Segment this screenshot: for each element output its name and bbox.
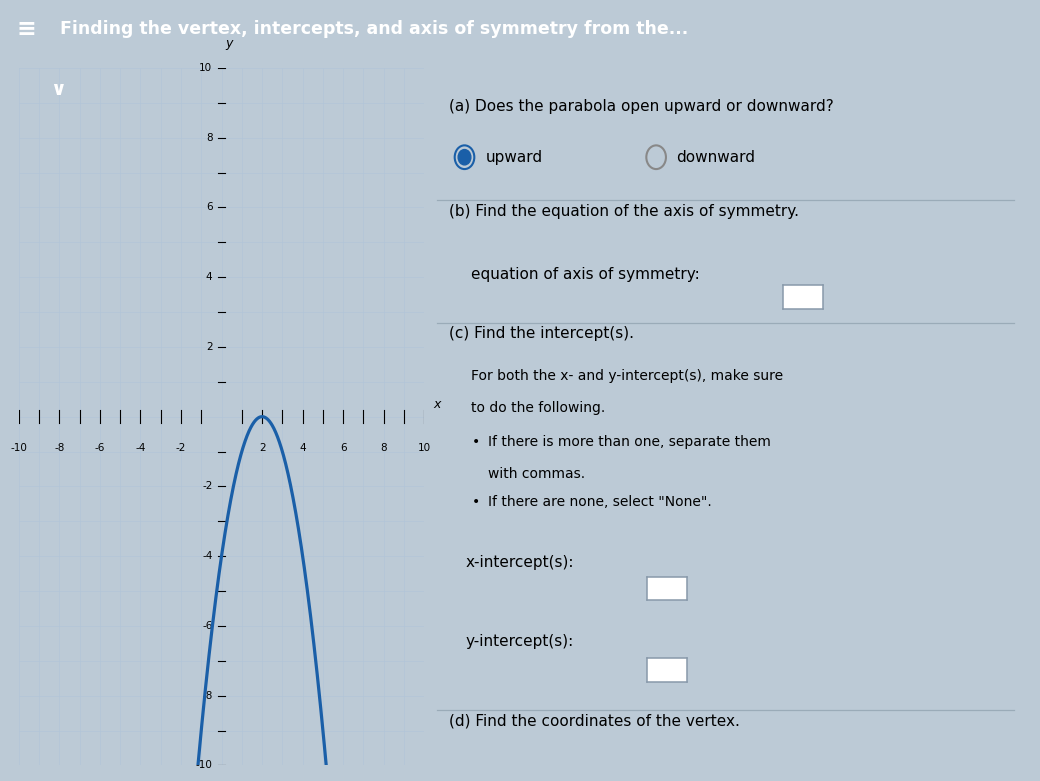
Text: 2: 2 bbox=[206, 342, 212, 352]
Text: (a) Does the parabola open upward or downward?: (a) Does the parabola open upward or dow… bbox=[449, 99, 834, 114]
Text: (b) Find the equation of the axis of symmetry.: (b) Find the equation of the axis of sym… bbox=[449, 204, 800, 219]
Text: x-intercept(s):: x-intercept(s): bbox=[466, 555, 574, 570]
Text: -6: -6 bbox=[202, 621, 212, 631]
Text: -2: -2 bbox=[202, 481, 212, 491]
Text: -8: -8 bbox=[202, 690, 212, 701]
Text: -10: -10 bbox=[196, 761, 212, 770]
Text: -6: -6 bbox=[95, 443, 105, 453]
Text: x: x bbox=[434, 398, 441, 411]
Text: For both the x- and y-intercept(s), make sure: For both the x- and y-intercept(s), make… bbox=[471, 369, 783, 383]
Text: (d) Find the coordinates of the vertex.: (d) Find the coordinates of the vertex. bbox=[449, 713, 740, 728]
Text: If there is more than one, separate them: If there is more than one, separate them bbox=[488, 435, 771, 449]
Text: with commas.: with commas. bbox=[488, 467, 584, 481]
Text: 2: 2 bbox=[259, 443, 265, 453]
Text: 6: 6 bbox=[206, 202, 212, 212]
Text: 8: 8 bbox=[381, 443, 387, 453]
Text: 4: 4 bbox=[300, 443, 306, 453]
Text: equation of axis of symmetry:: equation of axis of symmetry: bbox=[471, 267, 700, 282]
Text: y-intercept(s):: y-intercept(s): bbox=[466, 634, 574, 649]
Text: (c) Find the intercept(s).: (c) Find the intercept(s). bbox=[449, 326, 634, 341]
Text: ≡: ≡ bbox=[17, 17, 36, 41]
Text: •: • bbox=[471, 435, 479, 449]
Text: upward: upward bbox=[486, 150, 543, 165]
Text: to do the following.: to do the following. bbox=[471, 401, 605, 415]
Text: 8: 8 bbox=[206, 133, 212, 143]
Text: downward: downward bbox=[676, 150, 755, 165]
Text: -8: -8 bbox=[54, 443, 64, 453]
Circle shape bbox=[459, 149, 471, 165]
Text: If there are none, select "None".: If there are none, select "None". bbox=[488, 495, 711, 508]
Text: -2: -2 bbox=[176, 443, 186, 453]
Text: 10: 10 bbox=[418, 443, 431, 453]
Text: 10: 10 bbox=[200, 63, 212, 73]
Text: ∨: ∨ bbox=[50, 80, 67, 98]
Text: -10: -10 bbox=[10, 443, 27, 453]
Text: •: • bbox=[471, 495, 479, 508]
Text: Finding the vertex, intercepts, and axis of symmetry from the...: Finding the vertex, intercepts, and axis… bbox=[60, 20, 688, 38]
Text: 6: 6 bbox=[340, 443, 346, 453]
Text: 4: 4 bbox=[206, 272, 212, 282]
Text: y: y bbox=[225, 37, 232, 50]
Text: -4: -4 bbox=[202, 551, 212, 562]
Text: -4: -4 bbox=[135, 443, 146, 453]
